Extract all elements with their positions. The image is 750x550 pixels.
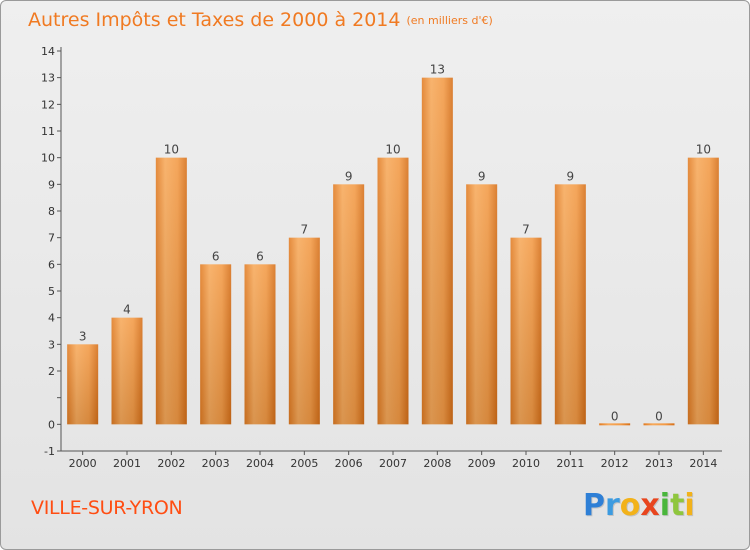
- brand-letter: i: [684, 488, 695, 523]
- data-label: 10: [696, 143, 711, 157]
- bar[interactable]: [643, 423, 675, 426]
- x-tick-label: 2012: [601, 457, 629, 470]
- data-label: 9: [567, 169, 575, 183]
- bar-shade: [554, 184, 586, 425]
- bar-shade: [466, 184, 498, 425]
- data-label: 9: [478, 169, 486, 183]
- bar-shade: [421, 77, 453, 425]
- y-tick-label: 8: [48, 205, 55, 218]
- y-tick-label: 0: [48, 418, 55, 431]
- y-tick-label: 4: [48, 312, 55, 325]
- data-label: 6: [256, 249, 264, 263]
- y-tick-label: -1: [44, 445, 55, 458]
- x-tick-label: 2000: [69, 457, 97, 470]
- data-label: 7: [301, 223, 309, 237]
- x-tick-label: 2004: [246, 457, 274, 470]
- bar[interactable]: [599, 423, 631, 426]
- data-label: 10: [164, 143, 179, 157]
- bar-shade: [155, 157, 187, 425]
- x-tick-label: 2001: [113, 457, 141, 470]
- y-tick-label: 7: [48, 232, 55, 245]
- x-tick-label: 2005: [290, 457, 318, 470]
- bars-group: [67, 77, 719, 426]
- y-tick-label: 3: [48, 338, 55, 351]
- bar-shade: [377, 157, 409, 425]
- x-tick-label: 2013: [645, 457, 673, 470]
- y-tick-label: 13: [41, 72, 55, 85]
- bar-shade: [67, 344, 99, 425]
- brand-letter: o: [619, 488, 641, 523]
- data-label: 6: [212, 249, 220, 263]
- bar-shade: [510, 237, 542, 425]
- data-label: 10: [385, 143, 400, 157]
- y-tick-label: 6: [48, 258, 55, 271]
- brand-letter: t: [670, 488, 685, 523]
- x-tick-label: 2014: [689, 457, 717, 470]
- data-label: 0: [655, 409, 663, 423]
- data-label: 3: [79, 329, 87, 343]
- brand-letter: i: [659, 488, 671, 523]
- x-tick-label: 2011: [556, 457, 584, 470]
- data-label: 7: [522, 223, 530, 237]
- x-tick-label: 2009: [468, 457, 496, 470]
- place-name: VILLE-SUR-YRON: [31, 497, 183, 519]
- y-tick-label: 10: [41, 152, 55, 165]
- y-tick-label: 9: [48, 178, 55, 191]
- bar-shade: [288, 237, 320, 425]
- data-label: 0: [611, 409, 619, 423]
- data-label: 4: [123, 303, 131, 317]
- y-tick-label: 14: [41, 45, 55, 58]
- x-tick-label: 2008: [423, 457, 451, 470]
- y-tick-label: 12: [41, 98, 55, 111]
- brand-letter: r: [605, 488, 620, 523]
- data-label: 9: [345, 169, 353, 183]
- chart-unit: (en milliers d'€): [406, 14, 493, 27]
- chart-title: Autres Impôts et Taxes de 2000 à 2014 (en…: [28, 9, 493, 31]
- data-labels-group: 3 4 10 6 6 7 9 10 13 9 7 9 0 0 10: [79, 63, 711, 424]
- brand-letter: P: [583, 488, 605, 523]
- y-tick-label: 11: [41, 125, 55, 138]
- y-tick-label: 2: [48, 365, 55, 378]
- y-tick-label: 5: [48, 285, 55, 298]
- axes-group: -1 0 2 3 4 5 6 7 8 9 10 11 12 13 14 2000 2001 2002 2003 200…: [41, 45, 722, 470]
- bar-shade: [200, 264, 232, 425]
- brand-letter: x: [640, 488, 660, 523]
- x-tick-label: 2003: [202, 457, 230, 470]
- bar-shade: [687, 157, 719, 425]
- bar-shade: [244, 264, 276, 425]
- bar-shade: [333, 184, 365, 425]
- x-tick-label: 2010: [512, 457, 540, 470]
- x-tick-label: 2007: [379, 457, 407, 470]
- data-label: 13: [430, 63, 445, 77]
- x-tick-label: 2002: [157, 457, 185, 470]
- brand-logo[interactable]: Proxiti: [583, 488, 695, 523]
- chart-title-text: Autres Impôts et Taxes de 2000 à 2014: [28, 9, 401, 31]
- bar-shade: [111, 317, 143, 425]
- x-tick-label: 2006: [335, 457, 363, 470]
